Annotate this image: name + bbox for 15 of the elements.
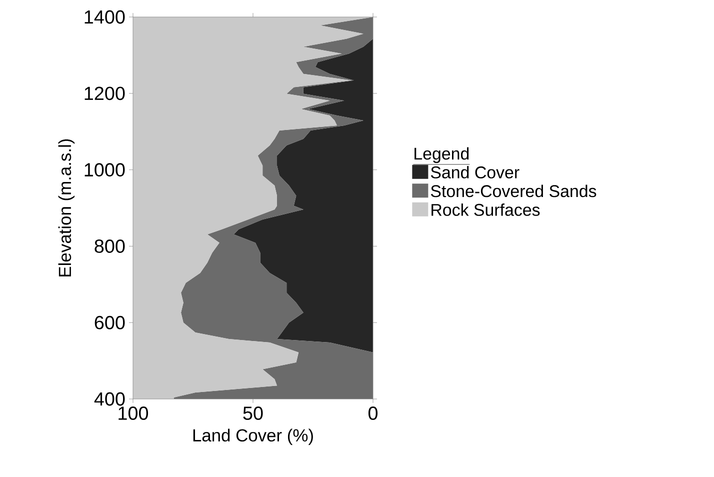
y-axis-title: Elevation (m.a.s.l) xyxy=(58,139,75,276)
x-tick-label: 0 xyxy=(368,406,378,420)
y-tick-label: 1400 xyxy=(84,10,125,24)
x-tick-label: 50 xyxy=(243,406,263,420)
legend-title: Legend xyxy=(414,147,469,164)
legend-label: Sand Cover xyxy=(430,166,520,178)
y-tick-label: 1200 xyxy=(84,86,125,100)
y-tick-label: 800 xyxy=(94,239,125,253)
x-tick-label: 100 xyxy=(118,406,148,420)
y-tick-label: 600 xyxy=(94,316,125,330)
x-axis-title: Land Cover (%) xyxy=(193,428,313,445)
legend-label: Stone-Covered Sands xyxy=(430,184,596,198)
y-tick-label: 1000 xyxy=(84,163,125,176)
y-tick-label: 400 xyxy=(94,392,125,406)
legend-label: Rock Surfaces xyxy=(432,203,540,216)
